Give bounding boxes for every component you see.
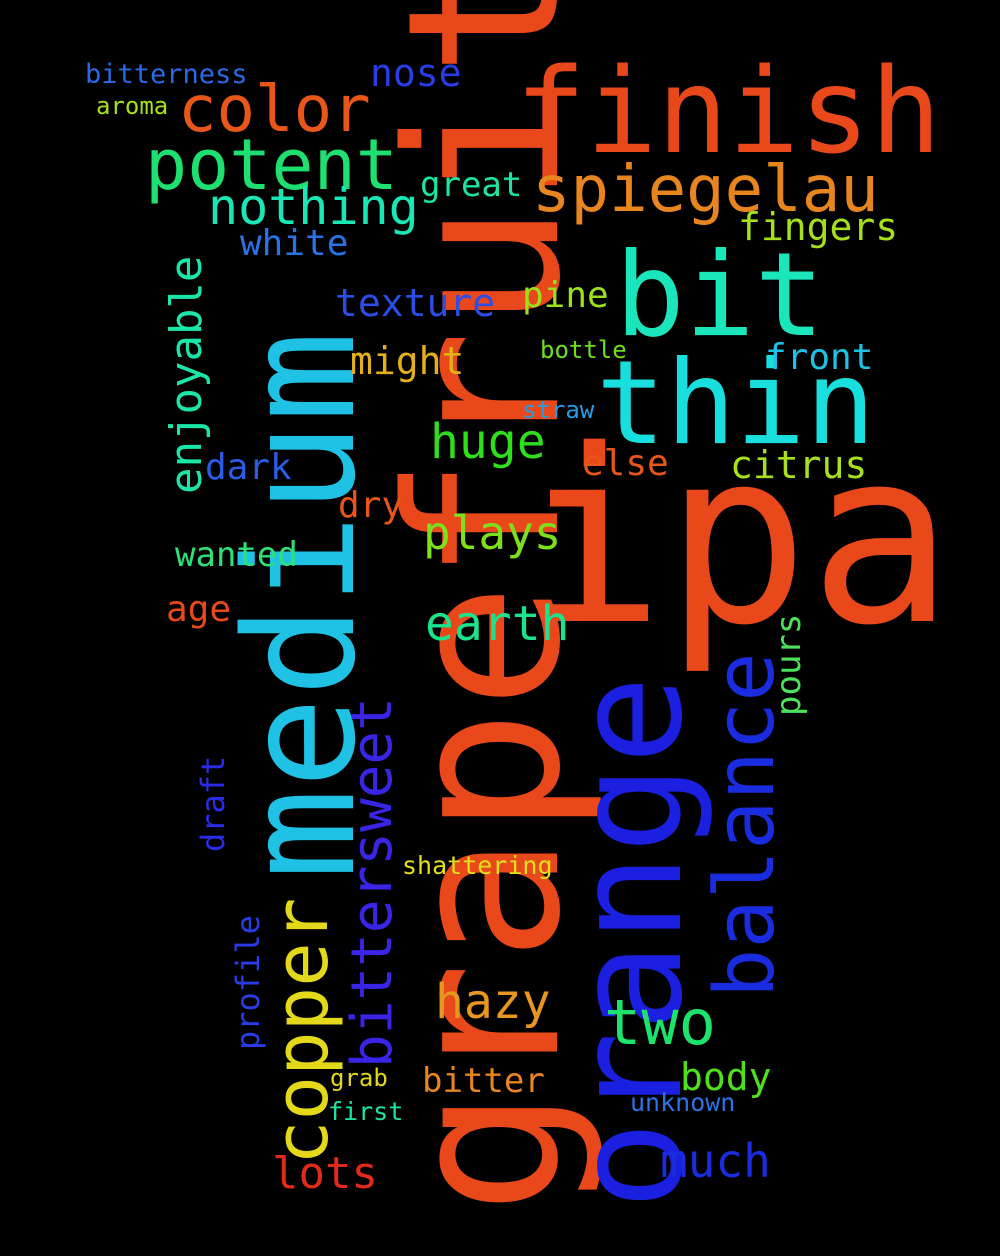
word-might: might: [350, 339, 465, 383]
word-bitter: bitter: [422, 1061, 545, 1101]
word-bottle: bottle: [540, 336, 627, 364]
word-dark: dark: [205, 447, 292, 488]
word-nothing: nothing: [208, 178, 419, 236]
word-hazy: hazy: [435, 974, 551, 1030]
word-fingers: fingers: [738, 205, 899, 249]
word-white: white: [240, 223, 349, 264]
word-texture: texture: [335, 281, 496, 325]
word-plays: plays: [423, 506, 562, 560]
word-else: else: [582, 443, 669, 484]
word-draft: draft: [194, 755, 232, 852]
word-straw: straw: [522, 396, 595, 424]
word-potent: potent: [145, 124, 398, 206]
word-lots: lots: [272, 1148, 378, 1199]
word-grab: grab: [330, 1064, 388, 1092]
word-spiegelau: spiegelau: [532, 153, 879, 227]
word-pine: pine: [522, 275, 609, 316]
word-thin: thin: [596, 336, 876, 471]
word-aroma: aroma: [96, 92, 169, 120]
word-orange: orange: [543, 675, 715, 1210]
word-color: color: [178, 73, 371, 147]
word-shattering: shattering: [402, 851, 553, 880]
word-two: two: [604, 986, 716, 1059]
word-bit: bit: [615, 228, 825, 363]
word-earth: earth: [425, 596, 570, 652]
word-enjoyable: enjoyable: [161, 255, 212, 494]
word-unknown: unknown: [630, 1088, 736, 1117]
word-ipa: ipa: [520, 398, 954, 678]
word-great: great: [420, 165, 523, 205]
word-citrus: citrus: [730, 443, 868, 487]
word-bitterness: bitterness: [85, 59, 248, 90]
word-profile: profile: [229, 915, 267, 1050]
word-first: first: [328, 1097, 404, 1126]
word-nose: nose: [370, 51, 462, 95]
word-bittersweet: bittersweet: [340, 697, 405, 1068]
word-huge: huge: [430, 414, 546, 470]
word-age: age: [166, 589, 232, 630]
word-body: body: [680, 1055, 772, 1099]
word-front: front: [765, 337, 874, 378]
word-dry: dry: [338, 485, 404, 526]
word-finish: finish: [515, 42, 942, 180]
word-much: much: [660, 1134, 771, 1188]
word-wanted: wanted: [175, 535, 298, 575]
